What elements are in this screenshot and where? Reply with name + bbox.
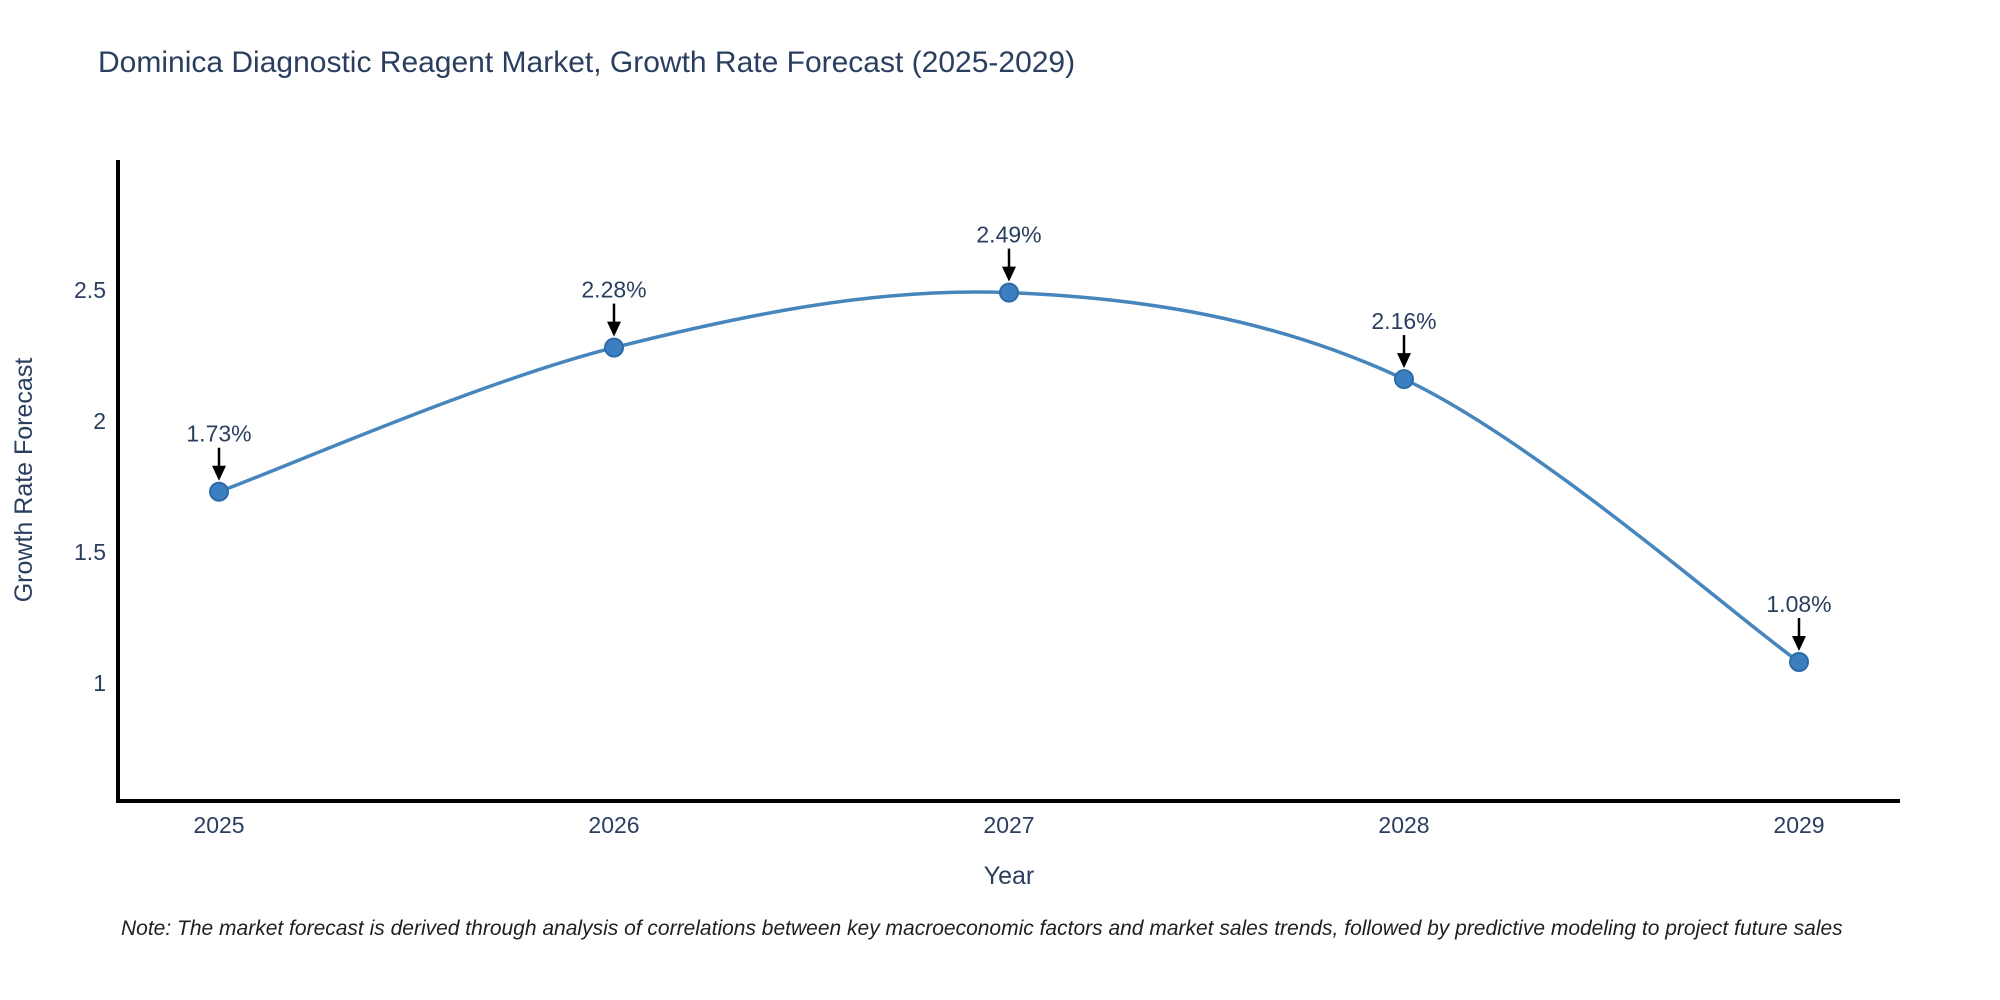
x-tick-label: 2029 [1773, 812, 1824, 838]
data-point-marker [604, 337, 624, 358]
point-annotation-label: 2.28% [581, 277, 646, 303]
annotation-arrowhead-icon [1397, 353, 1411, 369]
x-tick-label: 2025 [193, 812, 244, 838]
footnote: Note: The market forecast is derived thr… [121, 917, 1843, 940]
y-tick-label: 1 [93, 670, 106, 696]
point-annotation-label: 1.73% [186, 421, 251, 447]
x-tick-label: 2026 [588, 812, 639, 838]
chart-title: Dominica Diagnostic Reagent Market, Grow… [98, 46, 1076, 79]
x-axis-title: Year [984, 862, 1035, 890]
y-tick-label: 2.5 [74, 277, 106, 303]
x-tick-label: 2027 [983, 812, 1034, 838]
y-axis-title: Growth Rate Forecast [10, 358, 38, 603]
point-annotation-label: 2.49% [976, 222, 1041, 248]
point-annotation-label: 2.16% [1371, 308, 1436, 334]
annotation-arrowhead-icon [212, 465, 226, 481]
y-tick-label: 2 [93, 408, 106, 434]
data-point-marker [1789, 652, 1809, 672]
data-point-marker [209, 481, 229, 502]
x-tick-label: 2028 [1378, 812, 1429, 838]
annotation-arrowhead-icon [1002, 266, 1016, 282]
annotation-arrowhead-icon [1792, 636, 1806, 651]
data-point-marker [999, 282, 1019, 303]
annotation-arrowhead-icon [607, 321, 621, 337]
point-annotation-label: 1.08% [1766, 591, 1831, 617]
forecast-line [217, 290, 1801, 664]
data-point-marker [1394, 369, 1414, 390]
y-tick-label: 1.5 [74, 539, 106, 565]
plot-area: 1 1.5 2 2.5 2025 2026 2027 2028 2029 1.73% 2.28% 2.… [74, 160, 1900, 838]
